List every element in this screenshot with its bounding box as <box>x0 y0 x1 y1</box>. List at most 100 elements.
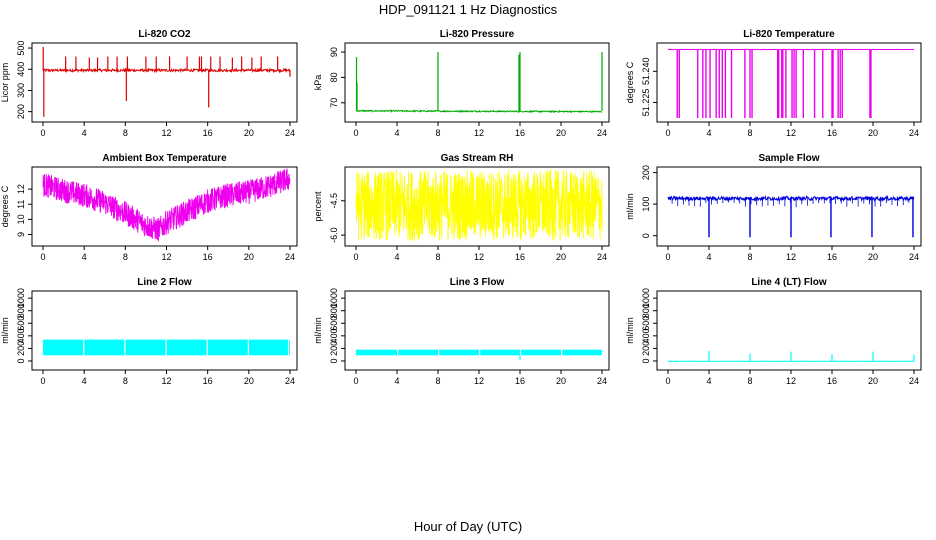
plot-frame <box>31 42 298 123</box>
series-3 <box>667 48 914 118</box>
x-tick-label: 20 <box>868 376 878 386</box>
panel-5: Gas Stream RH percent 0 4 8 12 16 20 24 -6.0 -4.5 <box>313 153 610 262</box>
flow-band <box>521 349 561 356</box>
flow-band <box>480 349 520 356</box>
x-tick-label: 8 <box>435 128 440 138</box>
x-tick-label: 20 <box>556 252 566 262</box>
x-tick-label: 12 <box>161 128 171 138</box>
x-tick-label: 12 <box>474 376 484 386</box>
y-tick-label: 800 <box>16 303 26 318</box>
x-tick-label: 20 <box>868 252 878 262</box>
y-tick-label: 800 <box>641 303 651 318</box>
plot-frame <box>656 166 922 247</box>
x-tick-label: 8 <box>123 128 128 138</box>
panel-9: Line 4 (LT) Flow ml/min 0 4 8 12 16 20 24 0 200400… <box>625 277 922 386</box>
x-tick-label: 8 <box>123 252 128 262</box>
y-tick-label: 12 <box>16 184 26 194</box>
x-tick-label: 8 <box>435 376 440 386</box>
x-tick-label: 12 <box>786 376 796 386</box>
series-4 <box>42 168 291 242</box>
y-tick-label: 1000 <box>329 288 339 308</box>
panel-title: Li-820 Pressure <box>440 29 515 40</box>
y-tick-label: -6.0 <box>329 227 339 243</box>
panel-4: Ambient Box Temperature degrees C 0 4 8 12 16 2… <box>0 153 298 262</box>
flow-band <box>289 339 290 356</box>
x-tick-label: 8 <box>747 128 752 138</box>
x-tick-label: 4 <box>706 128 711 138</box>
series-6 <box>667 194 915 238</box>
flow-band <box>125 339 166 356</box>
y-axis: -6.0 -4.5 <box>329 193 345 243</box>
x-axis: 0 4 8 12 16 20 24 <box>40 246 295 262</box>
figure-xlabel: Hour of Day (UTC) <box>414 519 522 534</box>
x-axis: 0 4 8 12 16 20 24 <box>665 246 919 262</box>
series-2 <box>355 52 603 114</box>
y-tick-label: 600 <box>16 316 26 331</box>
x-tick-label: 20 <box>556 376 566 386</box>
y-tick-label: 500 <box>16 41 26 56</box>
x-tick-label: 4 <box>394 376 399 386</box>
y-axis: 51.225 51.240 <box>641 58 657 117</box>
x-tick-label: 24 <box>285 252 295 262</box>
flow-band <box>84 339 125 356</box>
flow-band <box>207 339 248 356</box>
plot-frame <box>344 290 610 371</box>
y-axis-label: degrees C <box>625 61 635 103</box>
x-tick-label: 0 <box>353 376 358 386</box>
y-tick-label: 200 <box>641 341 651 356</box>
x-tick-label: 20 <box>556 128 566 138</box>
y-tick-label: 51.225 <box>641 89 651 117</box>
x-tick-label: 4 <box>82 128 87 138</box>
series-line <box>355 169 603 241</box>
x-tick-label: 12 <box>161 252 171 262</box>
x-tick-label: 24 <box>909 376 919 386</box>
flow-band <box>398 349 438 356</box>
y-tick-label: 51.240 <box>641 58 651 86</box>
x-tick-label: 16 <box>203 376 213 386</box>
x-tick-label: 12 <box>161 376 171 386</box>
x-tick-label: 24 <box>597 376 607 386</box>
x-tick-label: 8 <box>747 252 752 262</box>
y-axis: 0 100 200 <box>641 165 657 238</box>
x-tick-label: 0 <box>353 128 358 138</box>
y-tick-label: 800 <box>329 303 339 318</box>
x-tick-label: 0 <box>665 128 670 138</box>
series-8 <box>356 349 602 360</box>
x-tick-label: 4 <box>82 252 87 262</box>
y-axis-label: percent <box>313 191 323 222</box>
plot-frame <box>656 290 922 371</box>
y-axis-label: ml/min <box>625 193 635 220</box>
panel-7: Line 2 Flow ml/min 0 4 8 12 16 20 24 0 20040060080… <box>0 277 298 386</box>
x-tick-label: 24 <box>909 252 919 262</box>
y-tick-label: 0 <box>641 358 651 363</box>
y-axis-label: Licor ppm <box>0 63 10 103</box>
panel-1: Li-820 CO2 Licor ppm 0 4 8 12 16 20 24 200 300 400 5… <box>0 29 298 138</box>
x-tick-label: 20 <box>244 128 254 138</box>
series-5 <box>355 169 603 241</box>
x-tick-label: 24 <box>285 376 295 386</box>
x-tick-label: 8 <box>123 376 128 386</box>
plot-frame <box>31 290 298 371</box>
y-tick-label: 300 <box>16 83 26 98</box>
x-tick-label: 12 <box>474 128 484 138</box>
y-tick-label: 400 <box>329 328 339 343</box>
y-tick-label: 400 <box>641 328 651 343</box>
x-tick-label: 16 <box>515 128 525 138</box>
series-line <box>42 168 291 242</box>
x-tick-label: 4 <box>394 252 399 262</box>
x-tick-label: 4 <box>706 376 711 386</box>
panel-2: Li-820 Pressure kPa 0 4 8 12 16 20 24 70 80 90 <box>313 29 610 138</box>
x-tick-label: 12 <box>786 128 796 138</box>
panel-3: Li-820 Temperature degrees C 0 4 8 12 16 20 24 51… <box>625 29 922 138</box>
y-tick-label: 10 <box>16 214 26 224</box>
x-tick-label: 12 <box>474 252 484 262</box>
x-tick-label: 0 <box>40 376 45 386</box>
y-tick-label: 0 <box>329 358 339 363</box>
x-tick-label: 16 <box>515 252 525 262</box>
y-tick-label: 9 <box>16 232 26 237</box>
plot-frame <box>344 42 610 123</box>
plot-frame <box>656 42 922 123</box>
flow-band <box>166 339 207 356</box>
